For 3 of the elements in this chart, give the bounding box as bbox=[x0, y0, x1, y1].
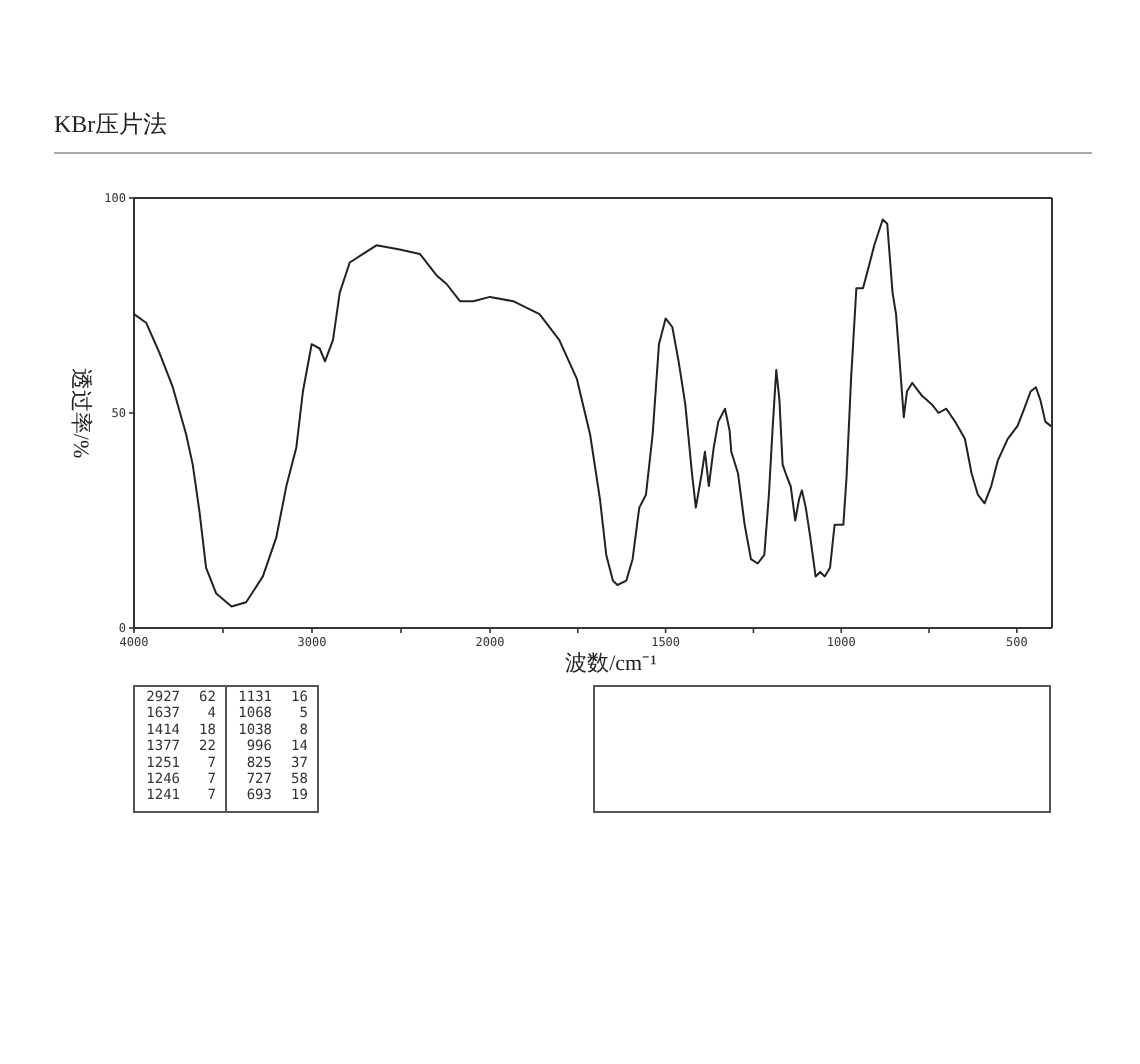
y-axis-title: 透过率/% bbox=[68, 367, 94, 459]
x-axis-title: 波数/cm⁻¹ bbox=[565, 650, 657, 676]
chart-title: KBr压片法 bbox=[54, 110, 168, 138]
